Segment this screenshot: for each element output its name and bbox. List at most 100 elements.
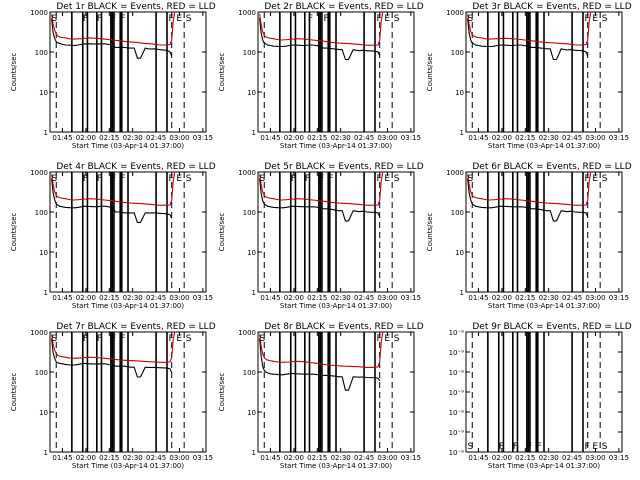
x-tick-label: 01:45: [260, 134, 280, 142]
events-series-line: [51, 18, 173, 59]
x-axis-label: Start Time (03-Apr-14 01:37:00): [488, 302, 600, 310]
x-tick-label: 03:00: [585, 294, 605, 302]
flag-label: F: [111, 174, 116, 184]
x-tick-label: 03:15: [609, 454, 629, 462]
flag-label: E: [384, 334, 390, 344]
panel-title: Det 1r BLACK = Events, RED = LLD: [56, 2, 215, 12]
y-tick-label: 1: [252, 289, 256, 297]
x-tick-label: 02:30: [539, 294, 559, 302]
flag-label: F: [328, 174, 333, 184]
x-axis-label: Start Time (03-Apr-14 01:37:00): [280, 142, 392, 150]
x-axis-label: Start Time (03-Apr-14 01:37:00): [488, 142, 600, 150]
x-tick-label: 03:15: [193, 454, 213, 462]
flag-label: E: [384, 14, 390, 24]
x-tick-label: 02:00: [492, 134, 512, 142]
x-tick-label: 02:45: [354, 294, 374, 302]
y-tick-label: 1000: [30, 329, 48, 337]
lld-series-line: [259, 171, 384, 206]
x-tick-label: 02:00: [492, 294, 512, 302]
flag-label: S: [394, 334, 400, 344]
y-tick-label: 10⁻⁹: [449, 369, 465, 377]
flag-label: F: [319, 174, 324, 184]
lld-series-line: [51, 171, 176, 206]
x-tick-label: 02:15: [307, 454, 327, 462]
flag-label: F: [377, 14, 382, 24]
lld-series-line: [259, 331, 384, 368]
x-tick-label: 02:00: [76, 454, 96, 462]
y-tick-label: 1: [252, 129, 256, 137]
x-axis-label: Start Time (03-Apr-14 01:37:00): [72, 462, 184, 470]
flag-label: F: [97, 14, 102, 24]
y-tick-label: 100: [35, 369, 48, 377]
flag-label: S: [468, 14, 474, 24]
flag-label: F: [169, 334, 174, 344]
events-series-line: [259, 338, 381, 391]
x-tick-label: 01:45: [260, 454, 280, 462]
y-tick-label: 10: [247, 89, 256, 97]
panel-title: Det 4r BLACK = Events, RED = LLD: [56, 162, 215, 172]
y-tick-label: 1000: [238, 329, 256, 337]
y-tick-label: 1000: [446, 9, 464, 17]
x-tick-label: 02:45: [146, 294, 166, 302]
panel-title: Det 2r BLACK = Events, RED = LLD: [264, 2, 423, 12]
flag-label: F: [120, 174, 125, 184]
y-tick-label: 1000: [30, 169, 48, 177]
flag-label: F: [585, 14, 590, 24]
events-series-line: [259, 18, 381, 61]
y-tick-label: 100: [243, 49, 256, 57]
x-axis-label: Start Time (03-Apr-14 01:37:00): [72, 142, 184, 150]
y-tick-label: 1000: [30, 9, 48, 17]
flag-label: F: [111, 334, 116, 344]
lld-series-line: [259, 11, 384, 46]
flag-label: S: [602, 174, 608, 184]
y-tick-label: 100: [451, 209, 464, 217]
x-tick-label: 01:45: [52, 294, 72, 302]
panel-title: Det 3r BLACK = Events, RED = LLD: [472, 2, 631, 12]
flag-label: E: [176, 174, 182, 184]
flag-label: F: [111, 14, 116, 24]
x-tick-label: 02:00: [284, 454, 304, 462]
flag-label: F: [527, 442, 532, 452]
flag-label: F: [585, 442, 590, 452]
x-tick-label: 01:45: [52, 134, 72, 142]
flag-label: S: [186, 334, 192, 344]
flag-label: S: [468, 442, 474, 452]
x-tick-label: 03:15: [193, 294, 213, 302]
events-series-line: [467, 178, 589, 222]
events-series-line: [51, 178, 173, 223]
x-tick-label: 02:15: [99, 294, 119, 302]
flag-label: F: [291, 174, 296, 184]
x-tick-label: 02:00: [284, 294, 304, 302]
y-tick-label: 10: [39, 89, 48, 97]
flag-label: F: [585, 174, 590, 184]
flag-label: F: [499, 442, 504, 452]
x-tick-label: 02:45: [562, 294, 582, 302]
x-tick-label: 02:30: [331, 134, 351, 142]
x-tick-label: 02:00: [492, 454, 512, 462]
x-tick-label: 03:15: [401, 294, 421, 302]
flag-label: S: [52, 14, 58, 24]
y-tick-label: 10: [455, 249, 464, 257]
y-tick-label: 10: [247, 409, 256, 417]
panel-title: Det 6r BLACK = Events, RED = LLD: [472, 162, 631, 172]
y-tick-label: 100: [243, 369, 256, 377]
y-axis-label: Counts/sec: [218, 53, 226, 92]
x-tick-label: 02:30: [331, 454, 351, 462]
x-tick-label: 02:30: [123, 134, 143, 142]
lld-series-line: [51, 331, 176, 363]
x-tick-label: 03:00: [169, 294, 189, 302]
panel-title: Det 7r BLACK = Events, RED = LLD: [56, 322, 215, 332]
x-tick-label: 02:45: [146, 134, 166, 142]
flag-label: S: [394, 14, 400, 24]
x-tick-label: 03:15: [609, 134, 629, 142]
x-tick-label: 02:15: [307, 294, 327, 302]
x-axis-label: Start Time (03-Apr-14 01:37:00): [280, 302, 392, 310]
flag-label: E: [592, 442, 598, 452]
x-tick-label: 03:00: [169, 134, 189, 142]
x-tick-label: 03:00: [585, 454, 605, 462]
y-tick-label: 1: [460, 129, 464, 137]
x-tick-label: 03:15: [401, 454, 421, 462]
y-tick-label: 1: [460, 289, 464, 297]
flag-label: F: [97, 334, 102, 344]
y-tick-label: 100: [35, 209, 48, 217]
